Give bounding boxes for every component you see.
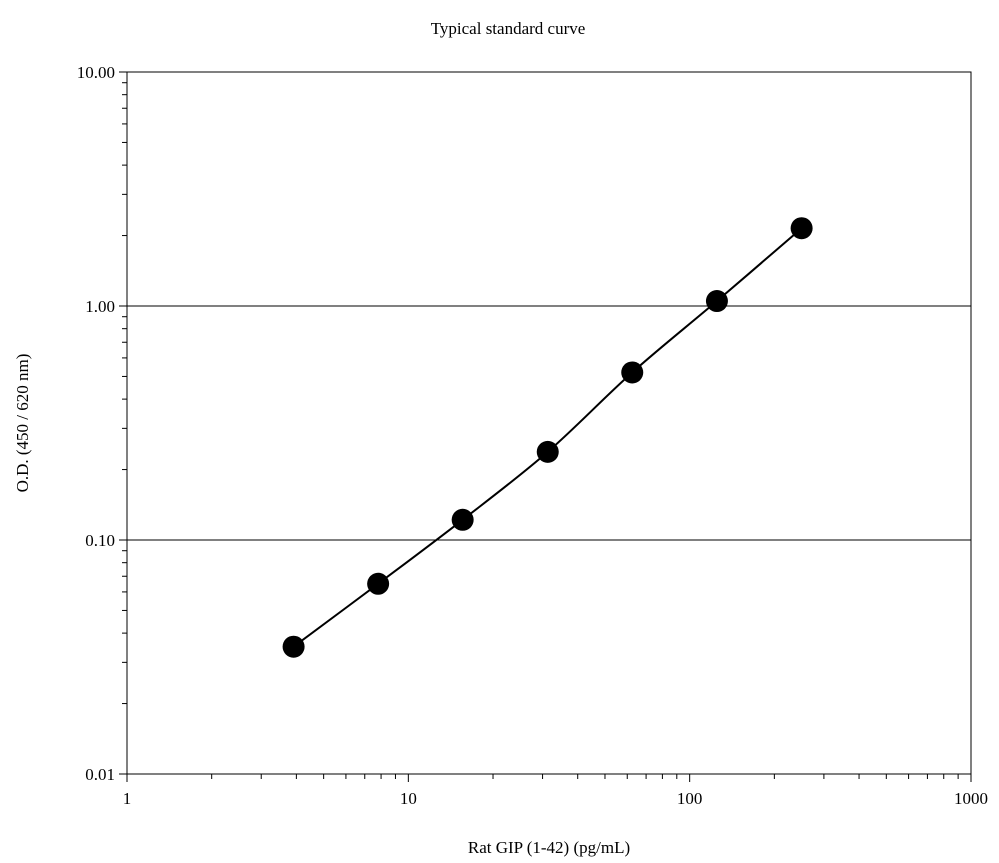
data-point [790,217,813,240]
y-axis-label: O.D. (450 / 620 nm) [13,354,32,493]
data-point [621,361,644,384]
y-tick-label: 10.00 [77,63,115,82]
grid-lines [127,305,971,541]
chart-title: Typical standard curve [431,19,586,38]
x-axis-label: Rat GIP (1-42) (pg/mL) [468,838,630,857]
data-point [536,440,559,463]
x-tick-label: 100 [677,789,703,808]
y-tick-label: 0.10 [85,531,115,550]
x-tick-labels: 1 10 100 1000 [123,789,988,808]
data-point [282,635,305,658]
data-series [282,217,813,658]
y-tick-label: 1.00 [85,297,115,316]
y-tick-label: 0.01 [85,765,115,784]
data-point [705,290,728,313]
y-tick-labels: 0.01 0.10 1.00 10.00 [77,63,115,784]
x-tick-label: 10 [400,789,417,808]
x-tick-label: 1000 [954,789,988,808]
x-tick-label: 1 [123,789,132,808]
plot-area-frame [126,71,972,775]
data-point [367,572,390,595]
data-point [451,508,474,531]
axis-ticks [119,71,972,782]
